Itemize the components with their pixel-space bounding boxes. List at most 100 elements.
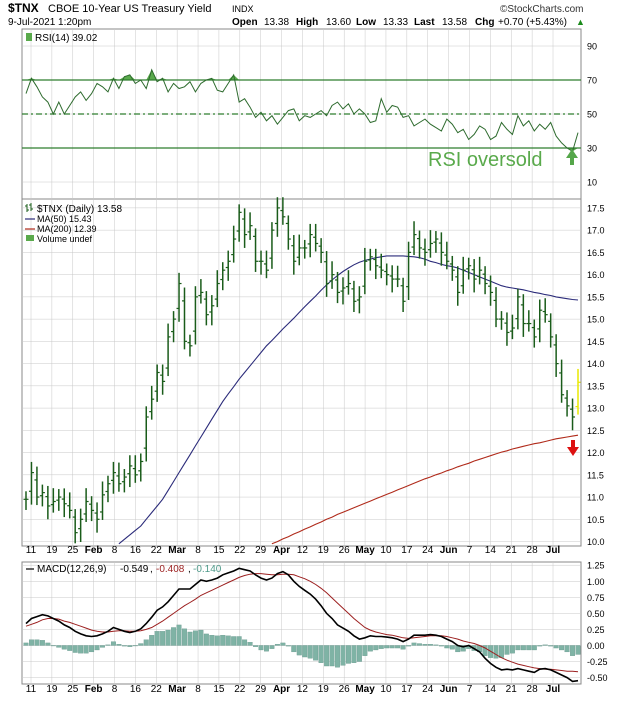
x-tick-label-bottom: 28 (527, 684, 539, 695)
price-bar (356, 286, 362, 314)
macd-tick-label: 0.00 (587, 641, 605, 651)
chg-label: Chg (475, 17, 494, 28)
date-time-label: 9-Jul-2021 1:20pm (8, 17, 91, 28)
macd-histogram-bar (100, 645, 105, 648)
price-panel (23, 197, 581, 545)
x-tick-label: 8 (195, 545, 201, 556)
price-bar (433, 231, 439, 253)
macd-histogram-bar (422, 644, 428, 646)
macd-panel-frame (21, 561, 582, 685)
x-tick-label-bottom: 29 (255, 684, 267, 695)
rsi-tick-label: 10 (587, 178, 597, 188)
x-tick-label-bottom: 24 (422, 684, 434, 695)
macd-line (25, 567, 579, 683)
macd-histogram-bar (285, 645, 291, 647)
price-tick-label: 11.0 (587, 493, 604, 503)
price-bar (559, 359, 565, 403)
low-value: 13.33 (383, 17, 408, 28)
macd-histogram-bar (351, 645, 357, 663)
x-tick-label-bottom: 22 (151, 684, 163, 695)
price-bar (236, 204, 242, 242)
signal-legend-sep: , (188, 564, 191, 575)
price-bar (23, 491, 29, 510)
macd-histogram-bar (61, 645, 67, 650)
rsi-tick-label: 30 (587, 144, 597, 154)
price-bar (384, 263, 390, 286)
price-bar (329, 261, 335, 289)
price-bar (214, 270, 220, 308)
last-label: Last (414, 17, 435, 28)
x-tick-label-bottom: 17 (401, 684, 413, 695)
price-bar (61, 488, 67, 518)
x-tick-label: 8 (112, 545, 118, 556)
macd-histogram-bar (225, 635, 231, 646)
macd-histogram-bar (324, 645, 330, 667)
price-bar (400, 277, 406, 312)
macd-tick-label: 0.50 (587, 609, 605, 619)
ma200-line (271, 434, 579, 545)
x-tick-label: 22 (151, 545, 163, 556)
rsi-legend-icon (26, 33, 32, 41)
price-bar (509, 314, 515, 340)
price-bar (373, 248, 379, 280)
price-bar (417, 230, 423, 259)
macd-histogram-bar (45, 642, 51, 646)
price-bar (78, 508, 84, 542)
macd-histogram-bar (220, 635, 226, 646)
price-tick-label: 10.5 (587, 515, 605, 525)
price-bar (263, 250, 269, 279)
macd-histogram-bar (395, 645, 401, 649)
price-bar (411, 221, 417, 256)
price-bar (138, 453, 144, 482)
price-tick-label: 12.5 (587, 426, 605, 436)
macd-histogram-bar (56, 645, 62, 648)
x-tick-label: 16 (130, 545, 142, 556)
x-tick-label-bottom: 25 (67, 684, 79, 695)
price-bar (72, 509, 78, 544)
price-bar (498, 311, 504, 330)
macd-histogram-bar (280, 642, 286, 646)
down-arrow-icon (567, 440, 579, 456)
macd-histogram-bar (242, 639, 248, 646)
price-bar (110, 461, 116, 494)
macd-histogram-bar (274, 644, 280, 646)
macd-histogram-bar (105, 644, 111, 646)
macd-histogram-bar (110, 641, 116, 646)
macd-histogram-bar (345, 645, 351, 664)
chg-value: +0.70 (+5.43%) (498, 17, 567, 28)
macd-histogram-bar (269, 645, 275, 649)
chart-header: $TNX CBOE 10-Year US Treasury Yield INDX… (8, 1, 585, 28)
price-bar (154, 364, 160, 402)
low-label: Low (356, 17, 376, 28)
price-bar (253, 228, 259, 272)
price-bar (280, 197, 286, 225)
x-tick-label: 24 (422, 545, 434, 556)
price-bar (537, 299, 543, 343)
price-bar (378, 253, 384, 279)
x-tick-label: 21 (506, 545, 518, 556)
macd-legend-sep: , (150, 564, 153, 575)
axes: 11 11 19 19 25 25 Feb Feb 8 8 16 16 22 22 Mar Mar 8 8 15 15… (26, 42, 608, 696)
ma200-legend-label: MA(200) 12.39 (37, 224, 97, 234)
price-bar (449, 255, 455, 281)
price-bar (362, 247, 368, 295)
macd-histogram-bar (564, 645, 570, 653)
price-bar (132, 455, 138, 483)
macd-histogram-bar (389, 645, 395, 649)
price-tick-label: 15.0 (587, 315, 605, 325)
price-bar (121, 469, 127, 493)
macd-histogram-bar (406, 645, 412, 647)
price-tick-label: 10.0 (587, 537, 605, 547)
price-bar (274, 197, 280, 237)
macd-histogram-bar (411, 642, 417, 646)
price-bar (422, 238, 428, 266)
price-bar (220, 262, 226, 291)
price-tick-label: 17.5 (587, 203, 605, 213)
price-bar (466, 257, 472, 280)
macd-histogram-bar (460, 645, 466, 652)
price-bar (176, 272, 182, 322)
price-bar (324, 251, 330, 297)
macd-histogram-bar (526, 645, 532, 651)
price-bar (187, 334, 193, 357)
price-tick-label: 13.5 (587, 381, 605, 391)
